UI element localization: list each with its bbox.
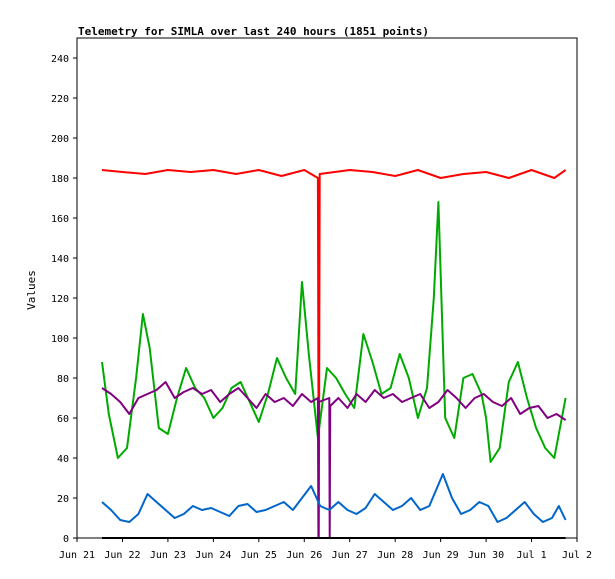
y-tick-label: 0: [63, 534, 69, 545]
x-tick-label: Jul 1: [516, 550, 546, 561]
y-tick-label: 220: [51, 94, 69, 105]
y-tick-label: 240: [51, 54, 69, 65]
y-tick-label: 80: [57, 374, 69, 385]
x-tick-label: Jun 23: [150, 550, 186, 561]
y-tick-label: 120: [51, 294, 69, 305]
x-tick-label: Jun 26: [286, 550, 322, 561]
y-tick-label: 20: [57, 494, 69, 505]
y-tick-label: 60: [57, 414, 69, 425]
series-line-2: [101, 201, 567, 463]
y-tick-label: 140: [51, 254, 69, 265]
y-tick-label: 160: [51, 214, 69, 225]
x-tick-label: Jun 24: [195, 550, 231, 561]
series-line-3: [101, 381, 567, 539]
x-tick-label: Jun 21: [59, 550, 95, 561]
series-line-4: [101, 473, 567, 523]
x-axis: Jun 21 Jun 22 Jun 23 Jun 24 Jun 25 Jun 26 Jun …: [59, 538, 592, 561]
series-line-1: [101, 169, 567, 539]
x-tick-label: Jun 29: [423, 550, 459, 561]
plot-area: [76, 37, 578, 539]
y-axis: 0 20 40 60 80 100 120 140 160 180 200 220 240: [51, 54, 77, 545]
x-tick-label: Jun 25: [241, 550, 277, 561]
x-tick-label: Jul 2: [562, 550, 592, 561]
x-tick-label: Jun 28: [377, 550, 413, 561]
y-axis-label: Values: [25, 270, 38, 310]
x-tick-label: Jun 30: [468, 550, 504, 561]
y-tick-label: 200: [51, 134, 69, 145]
y-tick-label: 100: [51, 334, 69, 345]
x-tick-label: Jun 27: [332, 550, 368, 561]
chart-title: Telemetry for SIMLA over last 240 hours …: [78, 25, 429, 38]
x-tick-label: Jun 22: [104, 550, 140, 561]
y-tick-label: 180: [51, 174, 69, 185]
series-layer: [101, 169, 567, 539]
y-tick-label: 40: [57, 454, 69, 465]
